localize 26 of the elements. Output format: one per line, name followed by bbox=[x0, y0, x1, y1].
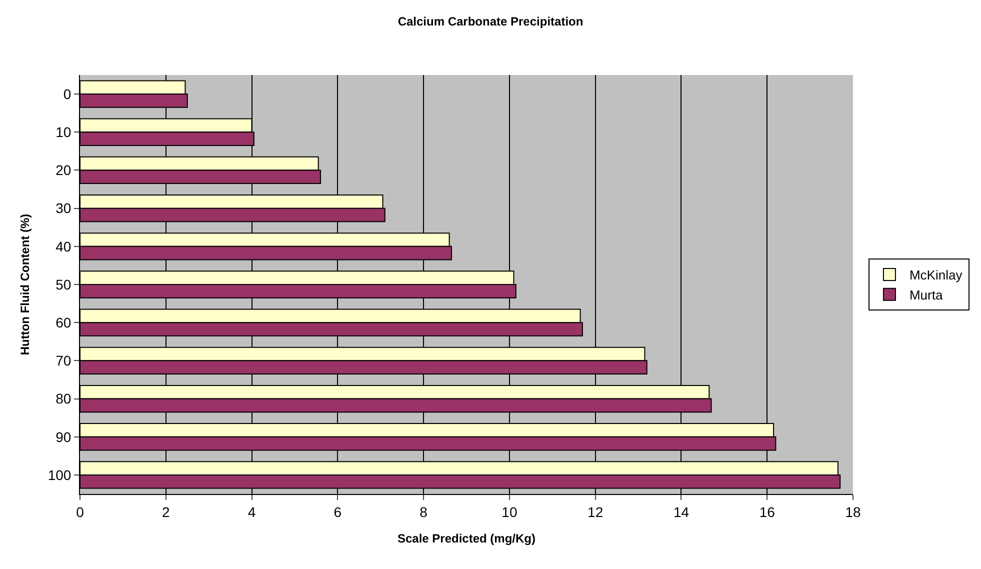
y-tick-label: 30 bbox=[56, 200, 72, 216]
y-tick-label: 10 bbox=[56, 124, 72, 140]
x-tick-label: 0 bbox=[76, 504, 84, 520]
x-tick-label: 14 bbox=[673, 504, 690, 520]
x-tick-label: 16 bbox=[759, 504, 776, 520]
x-tick-label: 6 bbox=[334, 504, 342, 520]
y-tick-label: 40 bbox=[56, 238, 72, 254]
y-tick-label: 60 bbox=[56, 314, 72, 330]
y-tick-label: 0 bbox=[63, 86, 72, 102]
x-tick-label: 18 bbox=[845, 504, 861, 520]
x-tick-label: 4 bbox=[248, 504, 256, 520]
chart-title: Calcium Carbonate Precipitation bbox=[398, 14, 584, 28]
y-tick-label: 100 bbox=[48, 466, 72, 483]
x-tick-label: 12 bbox=[588, 504, 604, 520]
y-tick-label: 50 bbox=[56, 276, 72, 292]
y-tick-label: 90 bbox=[56, 428, 72, 445]
y-axis-title: Hutton Fluid Content (%) bbox=[18, 214, 32, 356]
y-tick-label: 20 bbox=[56, 162, 72, 178]
legend-label: McKinlay bbox=[909, 268, 963, 283]
x-tick-label: 8 bbox=[420, 504, 428, 520]
x-tick-label: 2 bbox=[162, 504, 170, 520]
x-tick-label: 10 bbox=[502, 504, 518, 520]
legend-label: Murta bbox=[909, 287, 944, 302]
y-tick-label: 70 bbox=[56, 352, 72, 369]
x-axis-title: Scale Predicted (mg/Kg) bbox=[397, 532, 536, 546]
y-tick-label: 80 bbox=[56, 390, 72, 407]
